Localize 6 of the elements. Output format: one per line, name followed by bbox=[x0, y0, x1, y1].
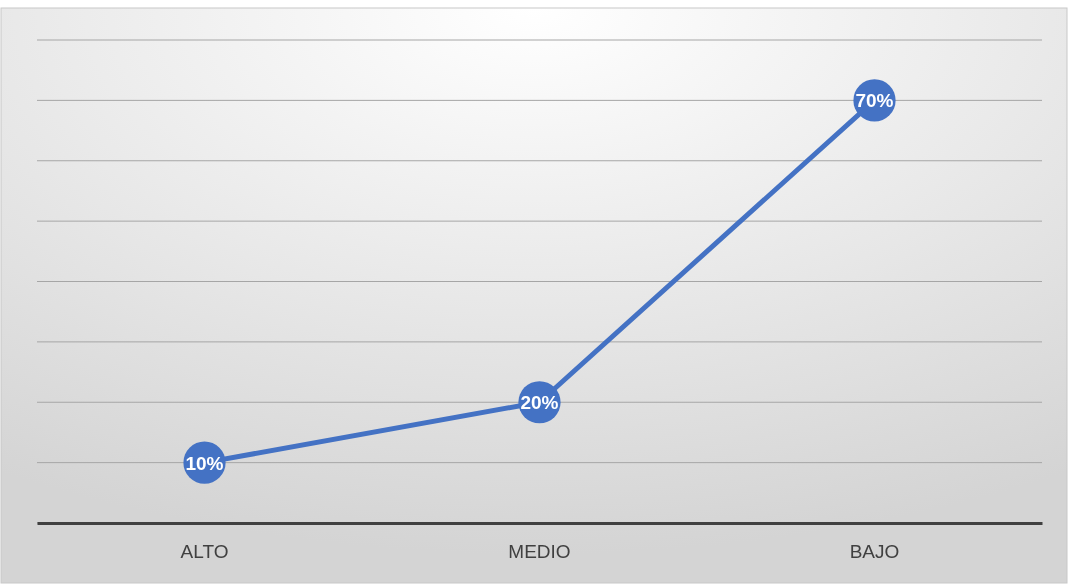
x-tick-label: MEDIO bbox=[508, 541, 571, 563]
x-tick-label: BAJO bbox=[849, 541, 900, 563]
data-label: 20% bbox=[520, 392, 559, 414]
data-label: 10% bbox=[185, 452, 224, 474]
data-label: 70% bbox=[855, 90, 894, 112]
x-tick-label: ALTO bbox=[180, 541, 229, 563]
